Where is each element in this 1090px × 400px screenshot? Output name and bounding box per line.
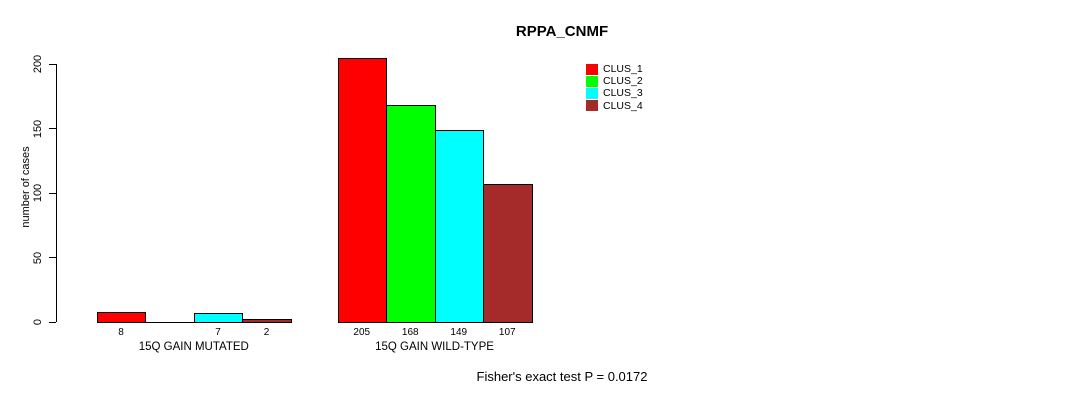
y-tick-label: 200 (32, 54, 44, 74)
legend-row: CLUS_1 (586, 63, 643, 75)
legend-row: CLUS_3 (586, 87, 643, 99)
y-tick (49, 192, 56, 194)
bar-value-label: 205 (353, 327, 371, 338)
y-axis-label: number of cases (20, 146, 32, 228)
y-tick-label: 100 (32, 183, 44, 203)
bar-clus_1-group1 (96, 311, 147, 323)
y-tick (49, 257, 56, 258)
x-category-label: 15Q GAIN MUTATED (138, 341, 249, 353)
bar-value-label: 8 (118, 327, 124, 338)
bar-clus_3-group1 (193, 312, 244, 323)
legend: CLUS_1 CLUS_2 CLUS_3 CLUS_4 (586, 63, 643, 112)
bar-value-label: 107 (498, 327, 516, 338)
chart-title: RPPA_CNMF (515, 23, 609, 40)
y-tick-label: 50 (32, 251, 44, 264)
bar-clus_1-group2 (337, 57, 387, 323)
y-tick (49, 321, 56, 323)
legend-label: CLUS_2 (603, 75, 643, 88)
legend-swatch-icon (586, 75, 598, 87)
bar-clus_4-group1 (242, 319, 292, 323)
x-category-label: 15Q GAIN WILD-TYPE (375, 341, 494, 353)
bar-clus_4-group2 (483, 183, 533, 323)
fisher-test-note: Fisher's exact test P = 0.0172 (476, 369, 648, 384)
legend-swatch-icon (586, 100, 598, 112)
y-axis-line (56, 64, 57, 322)
bar-value-label: 149 (450, 327, 468, 338)
legend-swatch-icon (586, 63, 598, 75)
legend-label: CLUS_1 (603, 63, 643, 76)
legend-row: CLUS_2 (586, 75, 643, 87)
legend-label: CLUS_4 (603, 99, 643, 112)
y-tick (49, 128, 56, 129)
legend-label: CLUS_3 (603, 87, 643, 100)
bar-value-label: 2 (263, 327, 270, 338)
legend-row: CLUS_4 (586, 100, 643, 112)
bar-clus_3-group2 (434, 129, 484, 323)
bar-value-label: 168 (401, 327, 419, 338)
bar-clus_2-group2 (386, 105, 436, 323)
y-tick-label: 150 (32, 119, 44, 138)
bar-value-label: 7 (215, 327, 221, 338)
legend-swatch-icon (586, 87, 598, 99)
y-tick (49, 63, 56, 65)
y-tick-label: 0 (32, 318, 44, 326)
